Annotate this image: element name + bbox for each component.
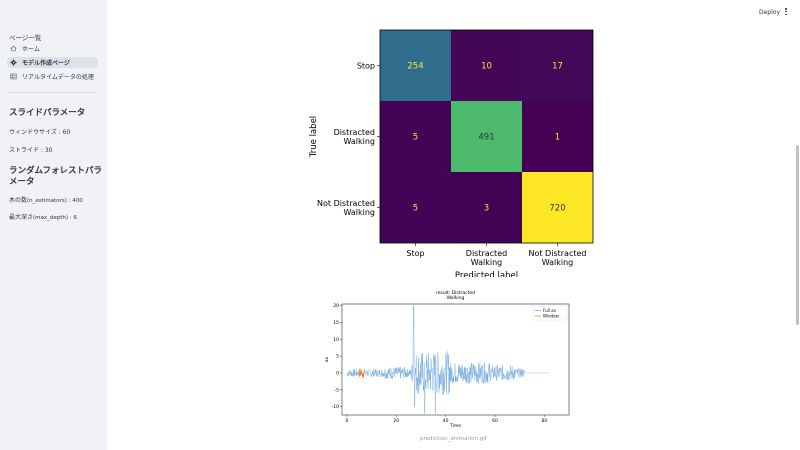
cm-cell — [522, 30, 593, 101]
cm-ytick-label: Distracted — [334, 128, 375, 137]
cm-value: 3 — [484, 204, 489, 214]
legend-label: Window — [543, 314, 560, 319]
y-tick-label: 20 — [333, 303, 339, 309]
n-estimators-value: 木の数(n_estimators) : 400 — [9, 195, 83, 204]
sidebar-item-home[interactable]: ホーム — [7, 43, 98, 54]
sidebar-item-label: モデル作成ページ — [22, 60, 70, 67]
x-tick-label: 20 — [393, 418, 399, 424]
cm-cell — [522, 172, 593, 243]
y-tick-label: 10 — [333, 337, 339, 343]
nav-heading: ページ一覧 — [9, 34, 42, 42]
rf-param-title: ランダムフォレストパラメータ — [9, 166, 102, 187]
cm-cell — [380, 172, 451, 243]
cm-value: 1 — [555, 133, 560, 143]
scrollbar-thumb[interactable] — [796, 145, 799, 325]
cm-ytick-label: Walking — [343, 208, 375, 217]
y-tick-label: 5 — [336, 354, 339, 360]
chart-title: Walking — [447, 295, 465, 301]
x-tick-label: 80 — [541, 418, 547, 424]
cm-xlabel: Predicted label — [455, 271, 518, 277]
max-depth-label: 最大深さ — [9, 214, 34, 221]
max-depth-detail: (max_depth) : 6 — [33, 215, 77, 221]
legend-box — [532, 305, 568, 321]
cm-value: 5 — [413, 204, 418, 214]
sidebar-divider — [9, 92, 97, 93]
cm-value: 10 — [481, 62, 492, 72]
slide-param-title: スライドパラメータ — [9, 108, 86, 118]
confusion-matrix: 254 10 175 491 15 3 720StopStopDistractedWalki… — [309, 29, 594, 277]
cm-xtick-label: Walking — [542, 258, 574, 267]
n-estimators-detail: (n_estimators) : 400 — [27, 198, 83, 204]
stride-value: ストライド : 30 — [9, 147, 53, 154]
cm-cell — [380, 101, 451, 172]
cm-value: 720 — [549, 204, 565, 214]
n-estimators-label: 木の数 — [9, 197, 28, 204]
cm-xtick-label: Stop — [406, 249, 424, 258]
sidebar-item-label: ホーム — [22, 46, 40, 53]
y-tick-label: -5 — [335, 387, 340, 393]
sidebar: ページ一覧 ホーム モデル作成ページ — [0, 0, 107, 450]
cm-ytick-label: Walking — [343, 137, 375, 146]
cm-cell — [451, 172, 522, 243]
table-icon — [10, 73, 17, 80]
window-size-value: ウィンドウサイズ : 60 — [9, 129, 71, 136]
x-tick-label: 60 — [492, 418, 498, 424]
x-tick-label: 40 — [443, 418, 449, 424]
cm-cell — [451, 101, 522, 172]
y-tick-label: 0 — [336, 370, 339, 376]
cm-cell — [522, 101, 593, 172]
legend-label: Full ax — [543, 308, 557, 313]
series-full-ax — [346, 305, 550, 414]
series-window — [359, 368, 365, 379]
sidebar-item-model[interactable]: モデル作成ページ — [7, 57, 98, 68]
cm-value: 17 — [552, 62, 563, 72]
home-icon — [10, 45, 17, 52]
cm-ytick-label: Not Distracted — [317, 199, 375, 208]
cm-cell — [380, 30, 451, 101]
cm-value: 491 — [478, 133, 494, 143]
cm-xtick-label: Distracted — [466, 249, 507, 258]
max-depth-value: 最大深さ(max_depth) : 6 — [9, 212, 77, 221]
image-caption: prediction_animation.gif — [420, 436, 487, 442]
cm-value: 5 — [413, 133, 418, 143]
cm-xtick-label: Not Distracted — [529, 249, 587, 258]
x-axis-label: Time — [449, 423, 461, 428]
gear-icon — [10, 59, 17, 66]
cm-value: 254 — [407, 62, 423, 72]
sidebar-item-realtime[interactable]: リアルタイムデータの処理 — [7, 71, 98, 82]
x-tick-label: 0 — [345, 418, 348, 424]
cm-ytick-label: Stop — [357, 62, 375, 71]
y-tick-label: 15 — [333, 320, 339, 326]
chart-title: result: Distracted — [436, 290, 475, 296]
cm-cell — [451, 30, 522, 101]
kebab-menu-icon[interactable] — [784, 8, 788, 17]
y-tick-label: -10 — [332, 404, 339, 410]
y-axis-label: ax — [325, 356, 330, 362]
sidebar-item-label: リアルタイムデータの処理 — [22, 74, 94, 81]
cm-xtick-label: Walking — [471, 258, 503, 267]
plot-frame — [341, 303, 570, 416]
deploy-button[interactable]: Deploy — [759, 9, 781, 16]
cm-ylabel: True label — [309, 116, 319, 158]
